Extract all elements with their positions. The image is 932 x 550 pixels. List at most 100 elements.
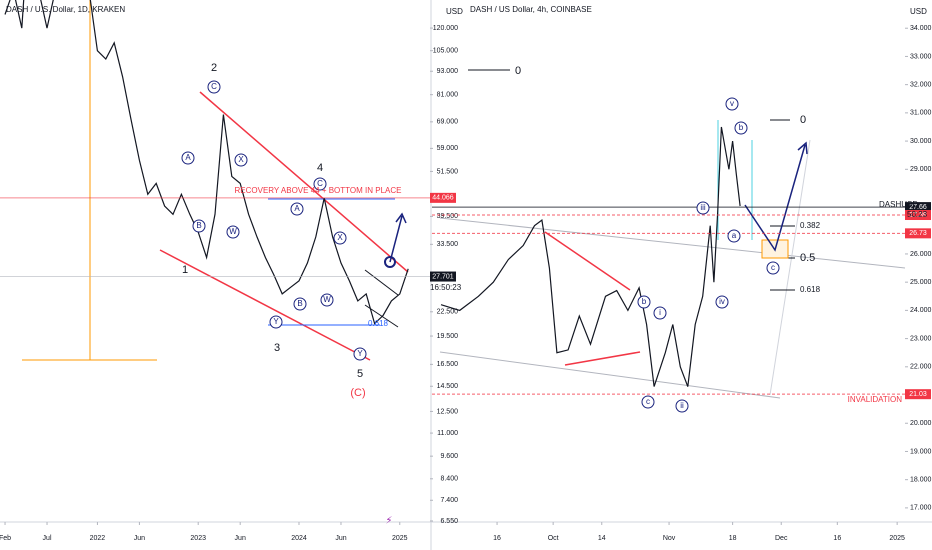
price-line (440, 126, 741, 387)
x-tick-label: Oct (548, 535, 559, 542)
icon: ⚡ (385, 516, 392, 527)
annotation: 50:23 (907, 210, 928, 219)
annotation: 0.618 (800, 285, 821, 294)
wave-circle (641, 395, 655, 409)
x-tick-label: Jun (235, 535, 246, 542)
red-line (564, 351, 641, 366)
wave-circle (320, 293, 334, 307)
wave-circle (715, 295, 729, 309)
y-tick-label: 8.400 (440, 476, 458, 483)
x-tick-label: 18 (729, 535, 737, 542)
plot-area (4, 0, 409, 325)
y-tick-label: 22.500 (437, 309, 459, 316)
wedge-line (364, 269, 399, 296)
y-tick-label: 20.000 (910, 420, 932, 427)
y-tick-label: 6.550 (440, 518, 458, 525)
wave-label: C (317, 179, 323, 188)
y-tick-label: 34.000 (910, 25, 932, 32)
unit-label: USD (446, 7, 463, 16)
arrow (389, 212, 407, 263)
wave-label: X (337, 233, 343, 242)
annotation: 3 (274, 342, 280, 354)
y-tick-label: 19.000 (910, 448, 932, 455)
wave-label: W (229, 227, 237, 236)
wave-label: iv (719, 297, 725, 306)
wave-label: X (238, 155, 244, 164)
wave-circle (653, 306, 667, 320)
annotation: INVALIDATION (848, 395, 903, 404)
plot-area (440, 126, 741, 387)
y-tick-label: 14.500 (437, 383, 459, 390)
y-tick-label: 51.500 (437, 168, 459, 175)
wave-circle (727, 229, 741, 243)
price-tag-label: 26.73 (909, 230, 927, 237)
annotation: 1 (182, 264, 188, 276)
price-tag (905, 210, 931, 221)
wave-circle (766, 261, 780, 275)
y-tick-label: 9.600 (440, 453, 458, 460)
annotation: 0 (800, 114, 806, 126)
price-tag-label: 21.03 (909, 391, 927, 398)
annotation: 0.5 (800, 252, 815, 264)
y-tick-label: 93.000 (437, 68, 459, 75)
x-tick-label: 2025 (392, 535, 408, 542)
annotation: (C) (350, 387, 365, 399)
price-tag (430, 192, 456, 203)
y-tick-label: 59.000 (437, 145, 459, 152)
y-tick-label: 32.000 (910, 81, 932, 88)
wave-circle (725, 97, 739, 111)
price-tag (905, 228, 931, 239)
wave-label: c (646, 397, 650, 406)
x-tick-label: 16 (493, 535, 501, 542)
y-tick-label: 33.500 (437, 241, 459, 248)
left-drawings: ⚡ (22, 0, 510, 527)
wave-circle (637, 295, 651, 309)
wave-label: iii (700, 203, 706, 212)
wave-circle (734, 121, 748, 135)
price-tag (905, 202, 931, 213)
wave-label: Y (357, 349, 363, 358)
y-tick-label: 105.000 (433, 48, 458, 55)
wave-circle (290, 202, 304, 216)
annotation: 5 (357, 368, 363, 380)
x-tick-label: Jun (134, 535, 145, 542)
y-tick-label: 30.000 (910, 138, 932, 145)
annotation: 0 (515, 65, 521, 77)
y-tick-label: 16.500 (437, 361, 459, 368)
price-tag-label: 27.66 (909, 204, 927, 211)
arrow (744, 141, 808, 252)
wave-label: C (211, 82, 217, 91)
wave-circle (313, 177, 327, 191)
y-tick-label: 33.000 (910, 53, 932, 60)
unit-label: USD (910, 7, 927, 16)
y-tick-label: 69.000 (437, 119, 459, 126)
chart-title: DASH / U.S. Dollar, 1D, KRAKEN (6, 5, 125, 14)
x-tick-label: 2025 (889, 535, 905, 542)
x-tick-label: Feb (0, 535, 11, 542)
annotation: 16:50:23 (430, 283, 462, 292)
y-tick-label: 31.000 (910, 110, 932, 117)
wave-label: B (196, 221, 201, 230)
price-tag (905, 389, 931, 400)
y-tick-label: 17.000 (910, 505, 932, 512)
y-tick-label: 22.000 (910, 364, 932, 371)
channel-line (439, 217, 906, 269)
x-tick-label: 2022 (90, 535, 106, 542)
annotation: 0.382 (800, 221, 821, 230)
y-tick-label: 25.000 (910, 279, 932, 286)
wave-circle (675, 399, 689, 413)
y-tick-label: 12.500 (437, 408, 459, 415)
wave-label: v (730, 99, 734, 108)
y-tick-label: 81.000 (437, 92, 459, 99)
wave-label: A (185, 153, 191, 162)
x-tick-label: Dec (775, 535, 788, 542)
red-line (544, 231, 631, 291)
price-tag (430, 271, 456, 282)
wave-circle (192, 219, 206, 233)
wave-circle (181, 151, 195, 165)
y-tick-label: 39.500 (437, 213, 459, 220)
y-tick-label: 120.000 (433, 25, 458, 32)
channel-line (199, 91, 409, 273)
x-tick-label: 14 (598, 535, 606, 542)
wave-label: c (771, 263, 775, 272)
